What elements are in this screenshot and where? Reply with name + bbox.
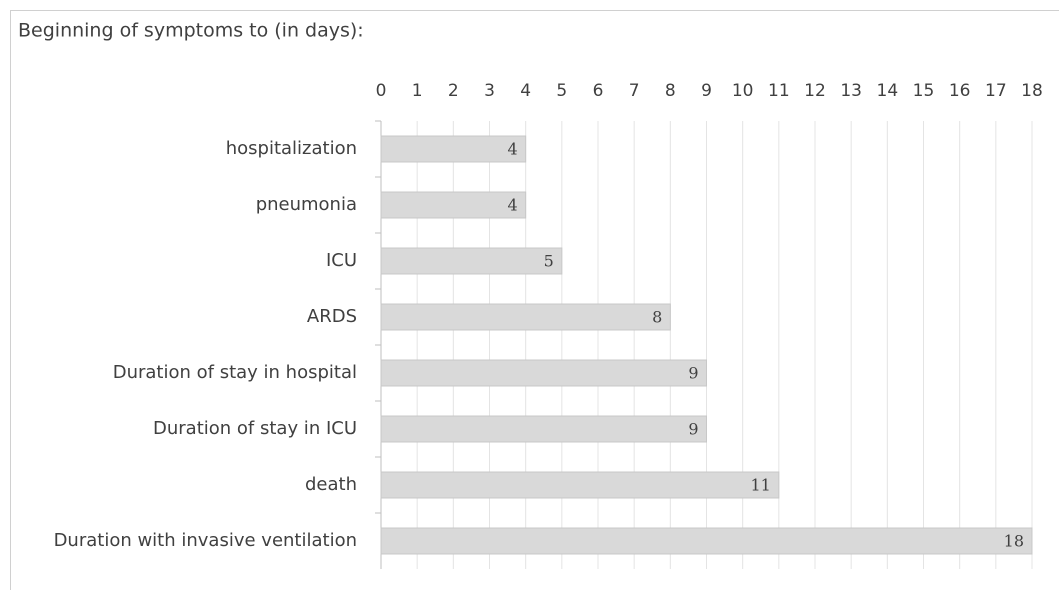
bar [380,471,780,499]
bar [380,247,563,275]
y-tick-label: ICU [326,250,357,271]
data-label: 4 [507,196,517,215]
x-tick-label: 6 [593,81,604,101]
x-tick-label: 5 [556,81,567,101]
data-label: 18 [1004,532,1024,551]
x-tick-label: 7 [629,81,640,101]
bar [380,303,671,331]
x-tick-label: 0 [376,81,387,101]
data-label: 4 [507,140,517,159]
x-tick-label: 17 [985,81,1007,101]
bar [380,415,707,443]
y-tick-label: death [305,474,357,495]
data-label: 5 [544,252,554,271]
y-tick-label: hospitalization [226,138,357,159]
x-tick-label: 1 [412,81,423,101]
data-label: 9 [688,364,698,383]
x-tick-label: 8 [665,81,676,101]
x-tick-label: 14 [877,81,899,101]
x-tick-label: 16 [949,81,971,101]
bar [380,527,1033,555]
x-tick-label: 2 [448,81,459,101]
x-tick-label: 11 [768,81,790,101]
x-tick-label: 10 [732,81,754,101]
bar [380,135,527,163]
x-tick-label: 13 [840,81,862,101]
bar [380,359,707,387]
y-tick-label: Duration with invasive ventilation [54,530,357,551]
bar [380,191,527,219]
data-label: 11 [750,476,770,495]
x-tick-label: 15 [913,81,935,101]
y-tick-label: pneumonia [256,194,357,215]
x-tick-label: 4 [520,81,531,101]
x-tick-label: 9 [701,81,712,101]
y-tick-label: ARDS [307,306,357,327]
y-tick-label: Duration of stay in hospital [113,362,357,383]
x-tick-label: 3 [484,81,495,101]
y-tick-label: Duration of stay in ICU [153,418,357,439]
data-label: 9 [688,420,698,439]
data-label: 8 [652,308,662,327]
x-tick-label: 12 [804,81,826,101]
x-tick-label: 18 [1021,81,1043,101]
chart-title: Beginning of symptoms to (in days): [18,20,364,42]
chart-frame [10,10,1059,590]
